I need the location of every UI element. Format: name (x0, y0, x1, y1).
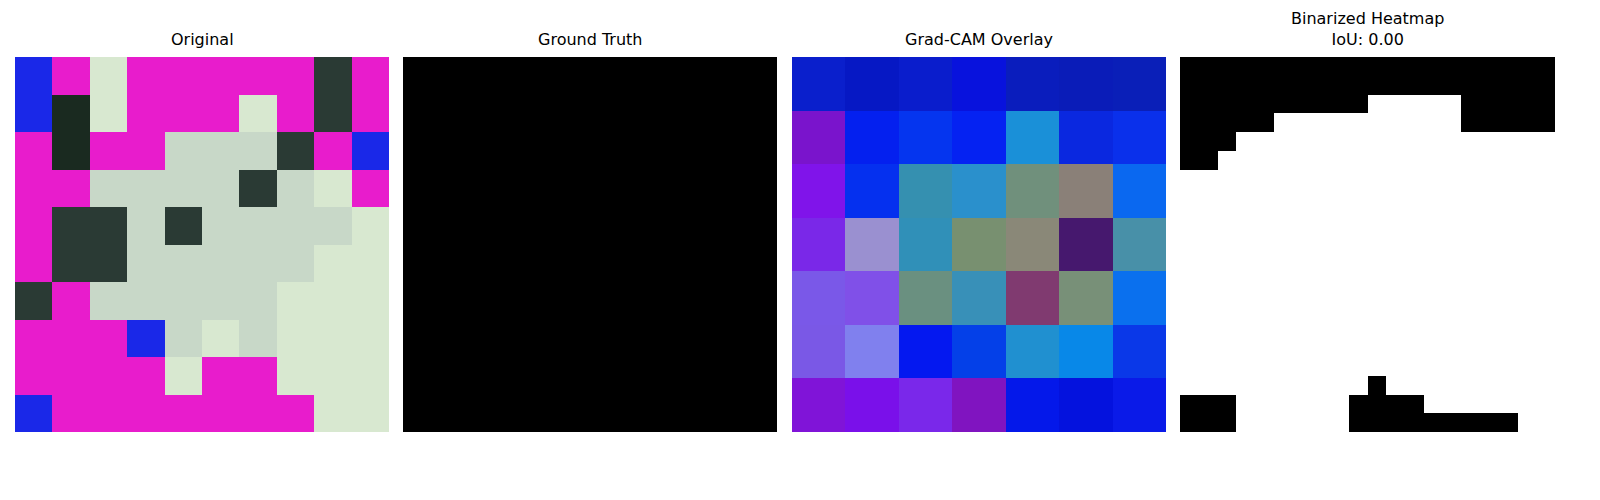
svg-text:Grad-CAM Overlay: Grad-CAM Overlay (905, 30, 1053, 49)
svg-text:Binarized HeatmapIoU: 0.00: Binarized HeatmapIoU: 0.00 (1291, 9, 1444, 49)
svg-text:Original: Original (171, 30, 234, 49)
svg-text:Ground Truth: Ground Truth (538, 30, 643, 49)
